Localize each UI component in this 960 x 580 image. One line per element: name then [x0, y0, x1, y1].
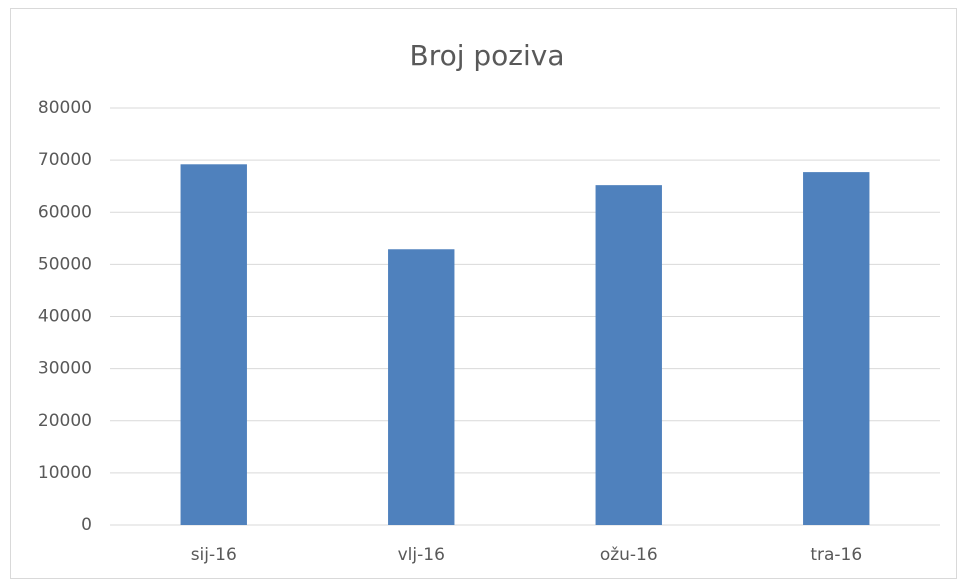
y-tick-label: 30000 — [38, 359, 92, 379]
y-tick-label: 70000 — [38, 150, 92, 170]
chart-title: Broj poziva — [409, 39, 564, 72]
y-tick-label: 10000 — [38, 463, 92, 483]
x-tick-label: sij-16 — [191, 545, 237, 565]
y-tick-label: 40000 — [38, 307, 92, 327]
y-tick-label: 20000 — [38, 411, 92, 431]
x-tick-label: tra-16 — [810, 545, 862, 565]
bar — [595, 185, 662, 525]
y-tick-label: 60000 — [38, 202, 92, 222]
bar — [180, 164, 247, 526]
y-tick-label: 80000 — [38, 98, 92, 118]
y-tick-label: 50000 — [38, 254, 92, 274]
y-tick-label: 0 — [81, 515, 92, 535]
bar — [803, 172, 870, 525]
bar — [388, 249, 455, 526]
chart-border — [10, 8, 957, 579]
x-tick-label: vlj-16 — [398, 545, 445, 565]
x-tick-label: ožu-16 — [600, 545, 658, 565]
